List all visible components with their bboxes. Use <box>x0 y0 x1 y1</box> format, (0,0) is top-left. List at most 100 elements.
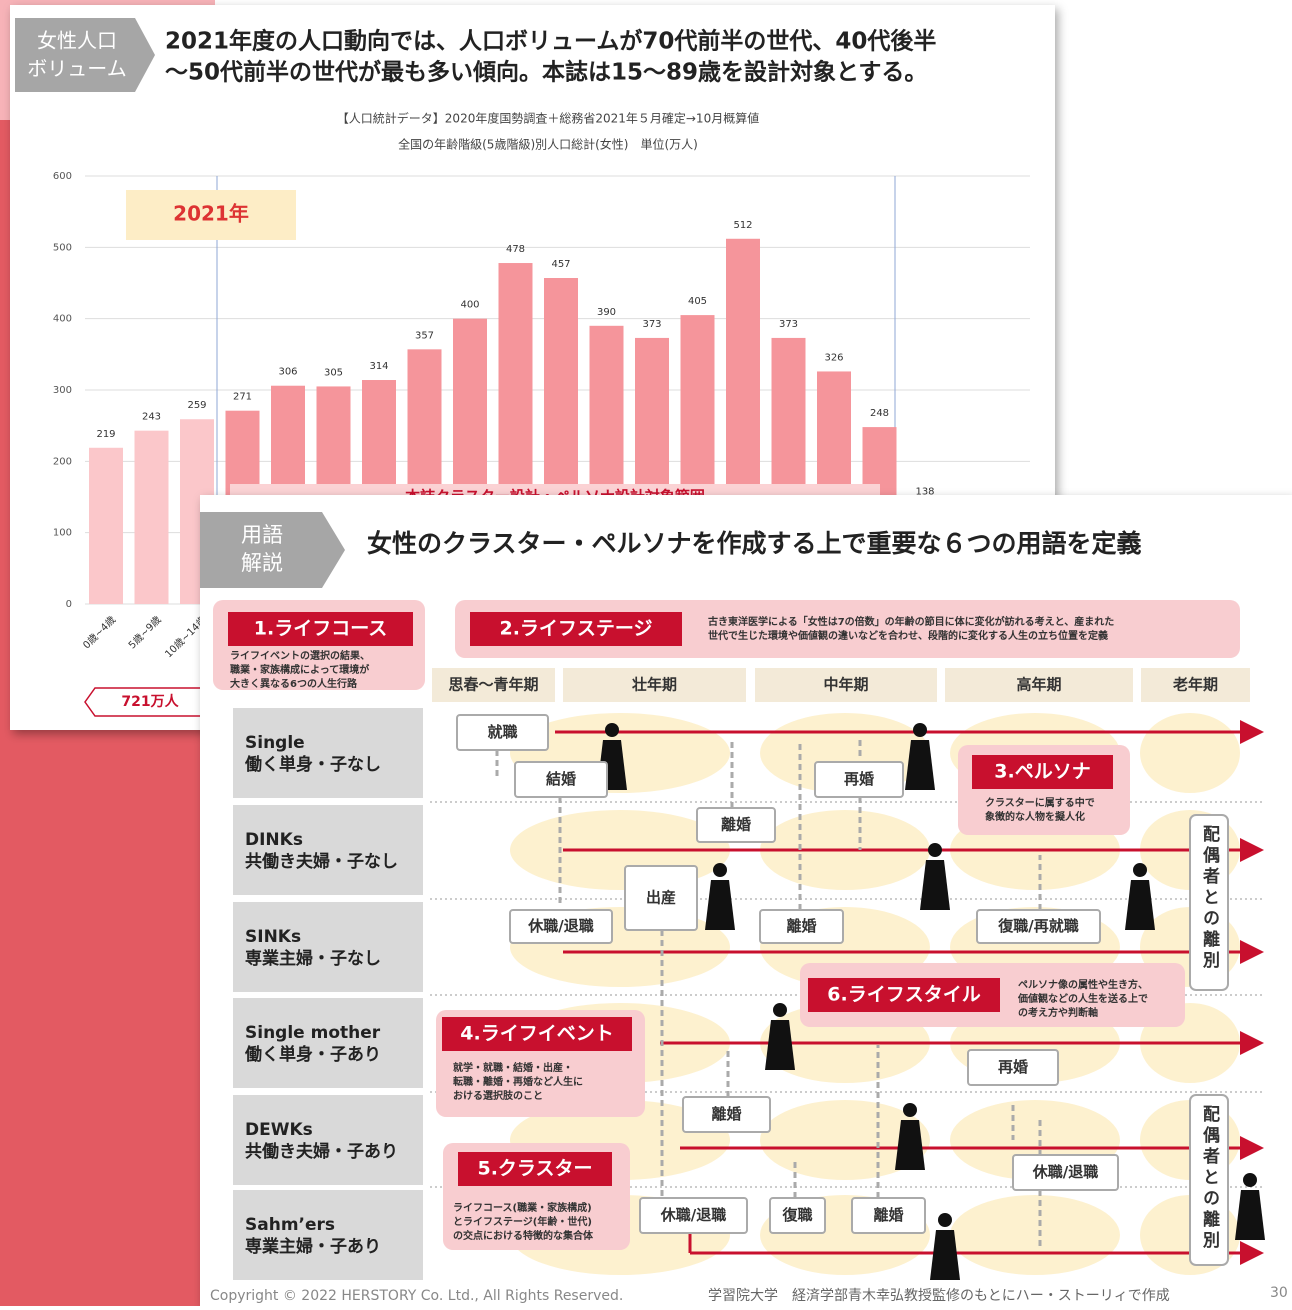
value-label: 400 <box>460 300 479 311</box>
callout-title: 6.ライフスタイル <box>827 984 980 1006</box>
callout-description: クラスターに属する中で <box>985 796 1095 809</box>
value-label: 405 <box>688 296 707 307</box>
value-label: 357 <box>415 330 434 341</box>
bar <box>89 448 123 604</box>
row-box <box>233 902 423 992</box>
row-box <box>233 1095 423 1185</box>
total-label: 721万人 <box>121 693 179 710</box>
value-label: 248 <box>870 408 889 419</box>
callout-description: とライフステージ(年齢・世代) <box>453 1215 592 1228</box>
page-number: 30 <box>1270 1285 1288 1301</box>
event-label: 離婚 <box>873 1206 903 1224</box>
tag-text: 用語 <box>241 523 283 547</box>
value-label: 478 <box>506 244 525 255</box>
bar <box>135 431 169 604</box>
page: 女性人口ボリューム 2021年度の人口動向では、人口ボリュームが70代前半の世代、… <box>0 0 1292 1306</box>
callout-description: の交点における特徴的な集合体 <box>453 1229 594 1242</box>
event-label: 休職/退職 <box>660 1206 726 1224</box>
y-tick-label: 200 <box>53 456 72 467</box>
stage-label: 老年期 <box>1172 676 1218 694</box>
silhouette <box>713 863 727 877</box>
y-tick-label: 400 <box>53 314 72 325</box>
event-label: 復職/再就職 <box>997 917 1078 935</box>
callout-description: 世代で生じた環境や価値観の違いなどを合わせ、段階的に変化する人生の立ち位置を定義 <box>708 629 1108 642</box>
callout-title: 4.ライフイベント <box>460 1023 613 1045</box>
y-tick-label: 0 <box>66 599 72 610</box>
callout-description: おける選択肢のこと <box>453 1089 543 1102</box>
stage-ellipse <box>1140 713 1240 793</box>
callout-description: 職業・家族構成によって環境が <box>230 663 370 676</box>
value-label: 390 <box>597 307 616 318</box>
callout-description: の考え方や判断軸 <box>1018 1006 1098 1019</box>
callout-title: 5.クラスター <box>477 1158 592 1180</box>
stage-ellipse <box>950 1195 1120 1275</box>
stage-label: 中年期 <box>823 676 868 694</box>
callout-description: 大きく異なる6つの人生行路 <box>230 677 358 690</box>
value-label: 243 <box>142 412 161 423</box>
value-label: 373 <box>779 319 798 330</box>
y-tick-label: 500 <box>53 242 72 253</box>
annotation: 2021年 <box>173 202 249 226</box>
callout-title: 2.ライフステージ <box>499 618 652 640</box>
credit: 学習院大学 経済学部青木幸弘教授監修のもとにハー・ストーリィで作成 <box>708 1287 1170 1304</box>
side-label: 配偶者との離別 <box>1199 825 1221 972</box>
event-label: 復職 <box>781 1206 812 1224</box>
row-description: 働く単身・子なし <box>244 754 381 775</box>
row-box <box>233 708 423 798</box>
value-label: 314 <box>369 361 388 372</box>
callout-description: ペルソナ像の属性や生き方、 <box>1018 978 1148 991</box>
event-label: 休職/退職 <box>527 917 593 935</box>
stage-label: 壮年期 <box>632 676 677 694</box>
side-label: 配偶者との離別 <box>1199 1105 1221 1252</box>
value-label: 306 <box>278 367 297 378</box>
callout-description: 価値観などの人生を送る上で <box>1017 992 1148 1005</box>
silhouette <box>903 1103 917 1117</box>
event-label: 再婚 <box>844 770 874 788</box>
row-name: SINKs <box>245 927 301 947</box>
row-name: DINKs <box>245 830 303 850</box>
row-description: 共働き夫婦・子あり <box>245 1141 398 1162</box>
event-label: 結婚 <box>546 770 576 788</box>
tag-text: 解説 <box>241 551 283 575</box>
screenshot: 女性人口ボリューム 2021年度の人口動向では、人口ボリュームが70代前半の世代、… <box>0 0 1292 1306</box>
silhouette <box>1243 1173 1257 1187</box>
silhouette <box>1133 863 1147 877</box>
callout-description: 象徴的な人物を擬人化 <box>985 810 1085 823</box>
row-name: Single <box>245 733 305 753</box>
callout-title: 3.ペルソナ <box>994 761 1090 783</box>
y-tick-label: 100 <box>53 528 72 539</box>
callout-description: 就学・就職・結婚・出産・ <box>453 1061 573 1074</box>
row-description: 専業主婦・子なし <box>245 948 381 969</box>
y-tick-label: 300 <box>53 385 72 396</box>
row-name: Sahm’ers <box>245 1215 335 1235</box>
value-label: 259 <box>187 400 206 411</box>
event-label: 離婚 <box>786 917 816 935</box>
callout-description: 転職・離婚・再婚など人生に <box>453 1075 583 1088</box>
tag-text: 女性人口 <box>37 29 117 53</box>
silhouette <box>605 723 619 737</box>
value-label: 457 <box>551 259 570 270</box>
callout-description: ライフイベントの選択の結果、 <box>230 649 370 662</box>
row-description: 働く単身・子あり <box>244 1044 381 1065</box>
callout-title: 1.ライフコース <box>254 618 388 640</box>
value-label: 373 <box>642 319 661 330</box>
slide-title: 女性のクラスター・ペルソナを作成する上で重要な６つの用語を定義 <box>367 529 1142 558</box>
slide-title: ～50代前半の世代が最も多い傾向。本誌は15～89歳を設計対象とする。 <box>165 59 927 86</box>
value-label: 271 <box>233 392 252 403</box>
row-description: 共働き夫婦・子なし <box>245 851 398 872</box>
silhouette <box>773 1003 787 1017</box>
event-label: 離婚 <box>711 1105 741 1123</box>
event-label: 休職/退職 <box>1032 1163 1098 1181</box>
value-label: 305 <box>324 367 343 378</box>
value-label: 512 <box>733 220 752 231</box>
callout-description: 古き東洋医学による「女性は7の倍数」の年齢の節目に体に変化が訪れる考えと、産まれ… <box>708 615 1114 628</box>
chart-subtitle: 全国の年齢階級(5歳階級)別人口総計(女性) 単位(万人) <box>398 137 698 152</box>
copyright: Copyright © 2022 HERSTORY Co. Ltd., All … <box>210 1288 623 1304</box>
silhouette <box>928 843 942 857</box>
tag-text: ボリューム <box>27 57 126 81</box>
event-label: 就職 <box>487 723 517 741</box>
row-box <box>233 1190 423 1280</box>
row-name: Single mother <box>245 1023 381 1043</box>
slide-title: 2021年度の人口動向では、人口ボリュームが70代前半の世代、40代後半 <box>165 28 936 55</box>
silhouette <box>938 1213 952 1227</box>
